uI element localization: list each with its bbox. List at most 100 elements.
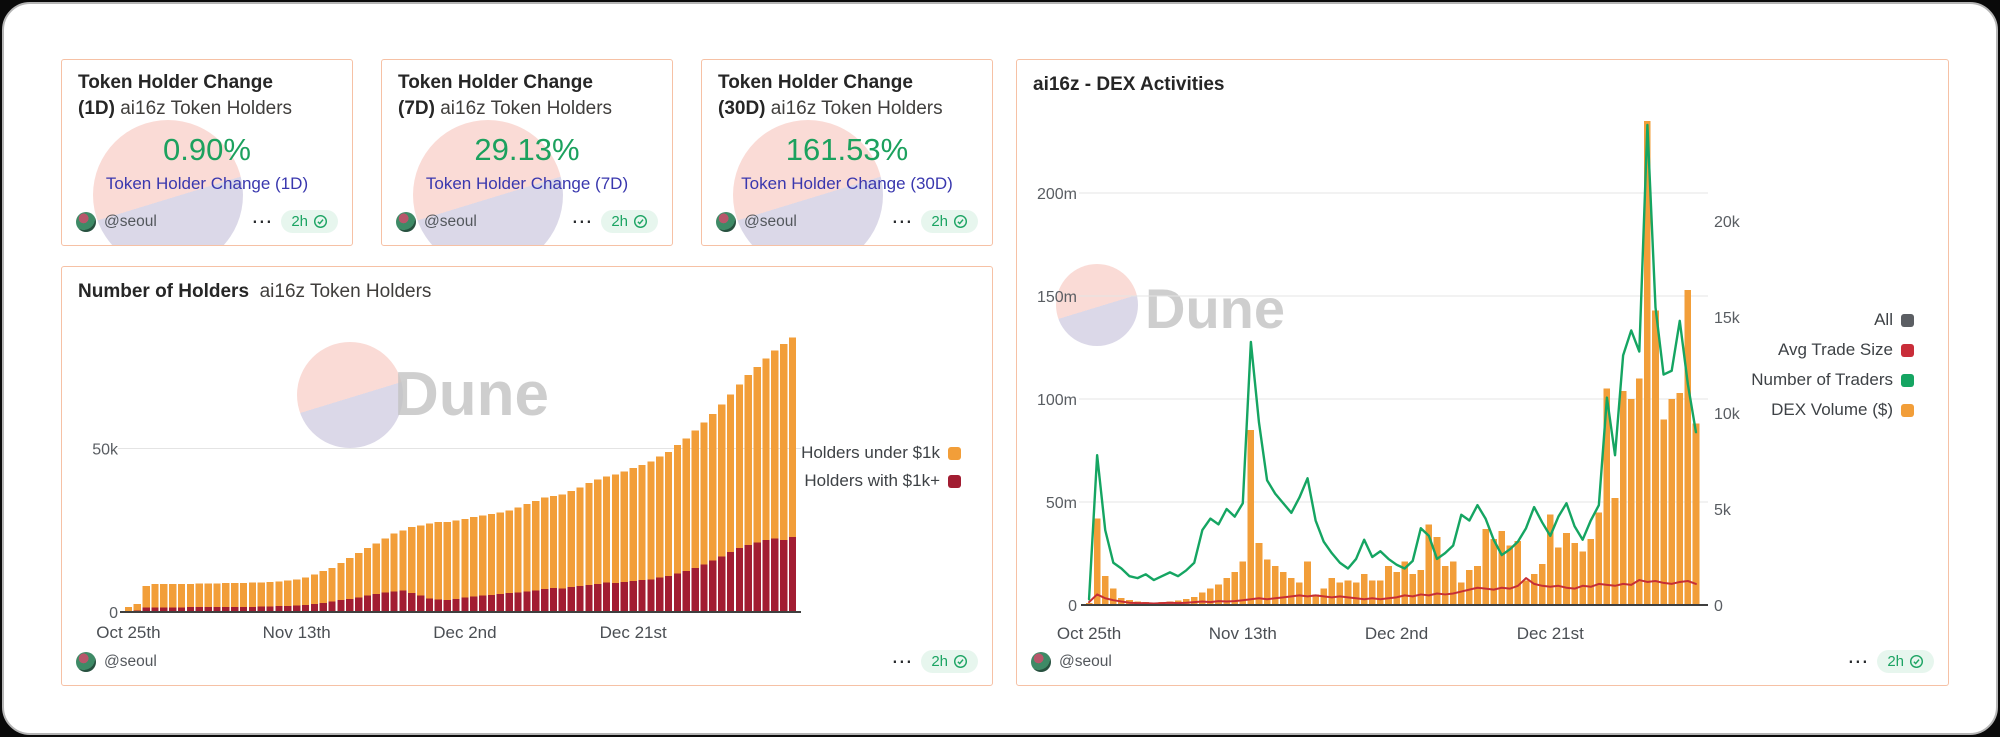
bar-with-1k — [514, 592, 522, 612]
bar-with-1k — [496, 594, 504, 612]
bar-under-1k — [195, 583, 203, 608]
legend-item[interactable]: Holders with $1k+ — [804, 471, 961, 490]
bar-under-1k — [718, 404, 726, 557]
bar-with-1k — [417, 595, 425, 612]
card-menu-button[interactable]: ⋯ — [891, 209, 914, 233]
refresh-badge[interactable]: 2h — [601, 210, 658, 233]
bar-under-1k — [434, 522, 442, 600]
author-handle[interactable]: @seoul — [744, 212, 797, 230]
bar-dex-volume — [1530, 574, 1538, 605]
avatar[interactable] — [716, 211, 736, 232]
author-handle[interactable]: @seoul — [104, 652, 157, 670]
y-axis-tick-right: 0 — [1714, 598, 1723, 615]
bar-under-1k — [417, 525, 425, 596]
bar-dex-volume — [1514, 541, 1522, 605]
bar-with-1k — [762, 540, 770, 612]
legend-item[interactable]: DEX Volume ($) — [1771, 400, 1914, 419]
author-handle[interactable]: @seoul — [104, 212, 157, 230]
bar-under-1k — [594, 479, 602, 584]
bar-under-1k — [186, 583, 195, 608]
bar-with-1k — [532, 590, 540, 612]
check-icon — [1909, 654, 1924, 669]
bar-under-1k — [151, 584, 159, 608]
bar-under-1k — [576, 487, 584, 586]
author-handle[interactable]: @seoul — [1059, 652, 1112, 670]
bar-under-1k — [461, 518, 469, 598]
y-axis-tick-right: 20k — [1714, 214, 1741, 231]
x-axis-tick: Oct 25th — [1057, 624, 1121, 643]
bar-with-1k — [594, 583, 602, 612]
bar-dex-volume — [1263, 559, 1271, 605]
legend-item[interactable]: Avg Trade Size — [1778, 340, 1914, 359]
bar-under-1k — [487, 513, 496, 595]
bar-dex-volume — [1385, 565, 1392, 605]
legend-item[interactable]: All — [1874, 310, 1914, 329]
chart-title: Number of Holders — [78, 281, 250, 302]
bar-dex-volume — [1360, 574, 1368, 605]
bar-with-1k — [319, 602, 327, 612]
bar-with-1k — [771, 538, 779, 612]
legend-item[interactable]: Number of Traders — [1751, 370, 1914, 389]
avatar[interactable] — [76, 651, 96, 672]
x-axis-tick: Dec 2nd — [433, 623, 496, 642]
avatar[interactable] — [1031, 651, 1051, 672]
counter-card-7d: Token Holder Change (7D) ai16z Token Hol… — [381, 59, 673, 246]
bar-under-1k — [771, 350, 779, 539]
bar-dex-volume — [1207, 588, 1214, 605]
bar-dex-volume — [1466, 569, 1473, 605]
card-menu-button[interactable]: ⋯ — [251, 209, 274, 233]
counter-card-1d: Token Holder Change (1D) ai16z Token Hol… — [61, 59, 353, 246]
bar-under-1k — [479, 515, 487, 596]
bar-dex-volume — [1279, 572, 1287, 605]
bar-under-1k — [293, 579, 301, 606]
bar-with-1k — [691, 567, 699, 612]
chart-title-row: ai16z - DEX Activities — [1033, 74, 1224, 96]
gridlines — [1079, 192, 1708, 503]
avatar[interactable] — [396, 211, 416, 232]
refresh-badge[interactable]: 2h — [921, 650, 978, 673]
bar-dex-volume — [1441, 565, 1449, 605]
x-axis-tick: Nov 13th — [263, 623, 331, 642]
bar-dex-volume — [1417, 569, 1425, 605]
bar-dex-volume — [1304, 561, 1311, 605]
refresh-badge[interactable]: 2h — [921, 210, 978, 233]
refresh-badge[interactable]: 2h — [1877, 650, 1934, 673]
bar-dex-volume — [1457, 582, 1465, 605]
bar-with-1k — [355, 597, 363, 612]
bar-dex-volume — [1474, 565, 1481, 605]
card-subtitle-row: (7D) ai16z Token Holders — [398, 98, 612, 120]
card-menu-button[interactable]: ⋯ — [1847, 649, 1870, 673]
refresh-badge[interactable]: 2h — [281, 210, 338, 233]
bar-dex-volume — [1085, 602, 1093, 605]
y-axis-tick-left: 100m — [1037, 392, 1077, 409]
bar-under-1k — [381, 538, 389, 593]
bar-with-1k — [346, 598, 354, 612]
bar-under-1k — [470, 517, 478, 597]
bar-under-1k — [523, 504, 531, 592]
bar-dex-volume — [1425, 524, 1433, 605]
bar-with-1k — [549, 587, 558, 612]
author-handle[interactable]: @seoul — [424, 212, 477, 230]
bar-dex-volume — [1563, 532, 1570, 605]
bar-with-1k — [540, 589, 549, 612]
bar-under-1k — [514, 507, 522, 593]
card-menu-button[interactable]: ⋯ — [891, 649, 914, 673]
bar-under-1k — [762, 358, 770, 541]
card-menu-button[interactable]: ⋯ — [571, 209, 594, 233]
y-axis-tick-right: 15k — [1714, 310, 1741, 327]
bar-dex-volume — [1676, 392, 1684, 605]
bar-under-1k — [231, 583, 239, 607]
bar-under-1k — [443, 522, 451, 601]
avatar[interactable] — [76, 211, 96, 232]
legend-item[interactable]: Holders under $1k — [801, 443, 961, 462]
bar-under-1k — [780, 343, 788, 541]
card-footer: @seoul ⋯ 2h — [76, 650, 978, 673]
line-avg-trade-size — [1088, 577, 1697, 605]
bar-with-1k — [310, 603, 319, 612]
bar-with-1k — [266, 606, 274, 612]
bar-with-1k — [523, 591, 531, 612]
bar-with-1k — [656, 577, 664, 612]
line-number-of-traders — [1087, 123, 1698, 601]
bar-dex-volume — [1579, 551, 1586, 605]
